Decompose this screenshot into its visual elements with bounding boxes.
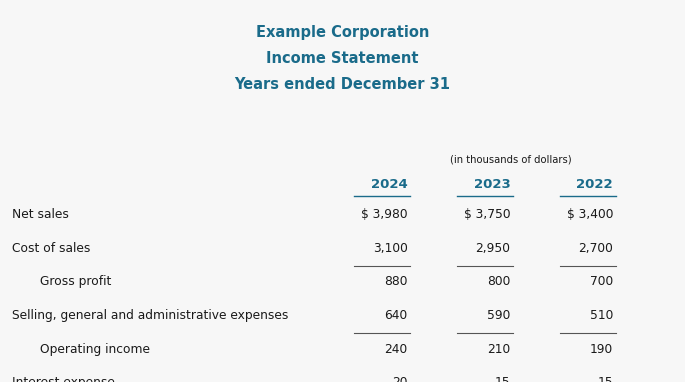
Text: 240: 240 [384, 343, 408, 356]
Text: 2024: 2024 [371, 178, 408, 191]
Text: 3,100: 3,100 [373, 242, 408, 255]
Text: Gross profit: Gross profit [40, 275, 111, 288]
Text: 15: 15 [495, 376, 510, 382]
Text: 20: 20 [392, 376, 408, 382]
Text: 2,700: 2,700 [578, 242, 613, 255]
Text: Example Corporation: Example Corporation [256, 25, 429, 40]
Text: 15: 15 [597, 376, 613, 382]
Text: 880: 880 [384, 275, 408, 288]
Text: 210: 210 [487, 343, 510, 356]
Text: 590: 590 [487, 309, 510, 322]
Text: 700: 700 [590, 275, 613, 288]
Text: Operating income: Operating income [40, 343, 150, 356]
Text: 800: 800 [487, 275, 510, 288]
Text: (in thousands of dollars): (in thousands of dollars) [449, 155, 571, 165]
Text: Years ended December 31: Years ended December 31 [234, 77, 451, 92]
Text: 2023: 2023 [473, 178, 510, 191]
Text: $ 3,400: $ 3,400 [566, 208, 613, 221]
Text: Selling, general and administrative expenses: Selling, general and administrative expe… [12, 309, 288, 322]
Text: $ 3,980: $ 3,980 [361, 208, 408, 221]
Text: Income Statement: Income Statement [266, 51, 419, 66]
Text: Interest expense: Interest expense [12, 376, 115, 382]
Text: Net sales: Net sales [12, 208, 69, 221]
Text: $ 3,750: $ 3,750 [464, 208, 510, 221]
Text: Cost of sales: Cost of sales [12, 242, 90, 255]
Text: 190: 190 [590, 343, 613, 356]
Text: 640: 640 [384, 309, 408, 322]
Text: 2022: 2022 [577, 178, 613, 191]
Text: 510: 510 [590, 309, 613, 322]
Text: 2,950: 2,950 [475, 242, 510, 255]
